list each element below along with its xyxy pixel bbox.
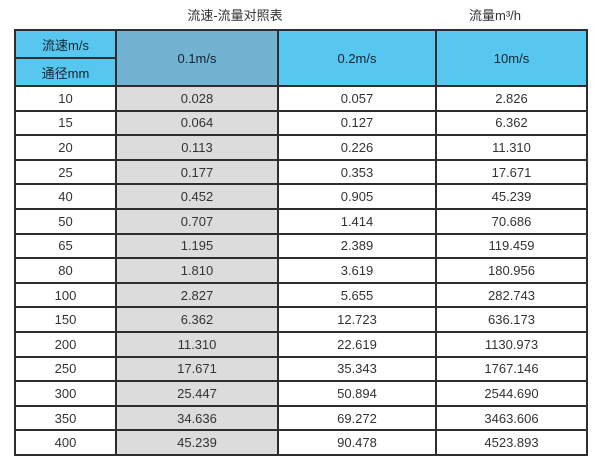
corner-diameter-label: 通径mm (14, 57, 117, 87)
flow-value-cell: 180.956 (435, 257, 588, 284)
table-row: 350 34.636 69.272 3463.606 (14, 404, 588, 432)
table-row: 20 0.113 0.226 11.310 (14, 134, 588, 161)
table-row: 50 0.707 1.414 70.686 (14, 207, 588, 235)
column-header-0_2ms: 0.2m/s (277, 29, 437, 87)
flow-value-cell: 5.655 (277, 281, 437, 309)
flow-value-cell: 11.310 (115, 330, 279, 358)
table-row: 250 17.671 35.343 1767.146 (14, 355, 588, 383)
flow-value-cell: 69.272 (277, 404, 437, 432)
flow-value-cell: 282.743 (435, 281, 588, 309)
table-row: 80 1.810 3.619 180.956 (14, 257, 588, 284)
diameter-cell: 200 (14, 330, 117, 358)
diameter-cell: 15 (14, 109, 117, 137)
flow-value-cell: 70.686 (435, 207, 588, 235)
diameter-cell: 150 (14, 306, 117, 333)
header-row-top: 流速m/s 0.1m/s 0.2m/s 10m/s (14, 29, 588, 87)
flow-value-cell: 12.723 (277, 306, 437, 333)
corner-velocity-label: 流速m/s (14, 29, 117, 59)
flow-value-cell: 0.707 (115, 207, 279, 235)
flow-value-cell: 90.478 (277, 429, 437, 456)
diameter-cell: 50 (14, 207, 117, 235)
flow-value-cell: 6.362 (435, 109, 588, 137)
flow-value-cell: 2544.690 (435, 380, 588, 407)
flow-value-cell: 0.127 (277, 109, 437, 137)
flow-value-cell: 1767.146 (435, 355, 588, 383)
flow-value-cell: 0.226 (277, 134, 437, 161)
flow-value-cell: 17.671 (115, 355, 279, 383)
flow-value-cell: 25.447 (115, 380, 279, 407)
flow-value-cell: 11.310 (435, 134, 588, 161)
column-header-10ms: 10m/s (435, 29, 588, 87)
flow-value-cell: 50.894 (277, 380, 437, 407)
flow-value-cell: 34.636 (115, 404, 279, 432)
flow-value-cell: 2.826 (435, 85, 588, 112)
diameter-cell: 350 (14, 404, 117, 432)
flow-value-cell: 3.619 (277, 257, 437, 284)
diameter-cell: 25 (14, 158, 117, 186)
diameter-cell: 100 (14, 281, 117, 309)
flow-value-cell: 1.195 (115, 232, 279, 260)
flow-value-cell: 0.028 (115, 85, 279, 112)
diameter-cell: 400 (14, 429, 117, 456)
flow-value-cell: 2.389 (277, 232, 437, 260)
flow-value-cell: 1.414 (277, 207, 437, 235)
table-row: 40 0.452 0.905 45.239 (14, 183, 588, 210)
flow-value-cell: 1130.973 (435, 330, 588, 358)
table-row: 10 0.028 0.057 2.826 (14, 85, 588, 112)
diameter-cell: 65 (14, 232, 117, 260)
flow-rate-table: 流速m/s 0.1m/s 0.2m/s 10m/s 通径mm 10 0.028 0.… (14, 29, 588, 456)
diameter-cell: 40 (14, 183, 117, 210)
flow-value-cell: 0.177 (115, 158, 279, 186)
flow-value-cell: 17.671 (435, 158, 588, 186)
table-row: 100 2.827 5.655 282.743 (14, 281, 588, 309)
table-row: 150 6.362 12.723 636.173 (14, 306, 588, 333)
flow-value-cell: 0.057 (277, 85, 437, 112)
flow-value-cell: 119.459 (435, 232, 588, 260)
flow-unit-label: 流量m³/h (468, 8, 521, 23)
flow-value-cell: 4523.893 (435, 429, 588, 456)
table-row: 400 45.239 90.478 4523.893 (14, 429, 588, 456)
flow-value-cell: 45.239 (435, 183, 588, 210)
table-row: 15 0.064 0.127 6.362 (14, 109, 588, 137)
diameter-cell: 80 (14, 257, 117, 284)
column-header-0_1ms: 0.1m/s (115, 29, 279, 87)
diameter-cell: 20 (14, 134, 117, 161)
flow-value-cell: 0.353 (277, 158, 437, 186)
diameter-cell: 300 (14, 380, 117, 407)
table-row: 25 0.177 0.353 17.671 (14, 158, 588, 186)
diameter-cell: 250 (14, 355, 117, 383)
table-row: 200 11.310 22.619 1130.973 (14, 330, 588, 358)
table-header: 流速m/s 0.1m/s 0.2m/s 10m/s 通径mm (14, 29, 588, 87)
flow-value-cell: 636.173 (435, 306, 588, 333)
flow-value-cell: 6.362 (115, 306, 279, 333)
flow-value-cell: 45.239 (115, 429, 279, 456)
flow-value-cell: 35.343 (277, 355, 437, 383)
table-row: 300 25.447 50.894 2544.690 (14, 380, 588, 407)
table-body: 10 0.028 0.057 2.826 15 0.064 0.127 6.362 20 0.11… (14, 85, 588, 456)
flow-value-cell: 0.905 (277, 183, 437, 210)
flow-value-cell: 22.619 (277, 330, 437, 358)
table-row: 65 1.195 2.389 119.459 (14, 232, 588, 260)
table-title: 流速-流量对照表 (187, 8, 283, 23)
flow-value-cell: 2.827 (115, 281, 279, 309)
diameter-cell: 10 (14, 85, 117, 112)
flow-value-cell: 1.810 (115, 257, 279, 284)
header-row-bottom: 通径mm (14, 57, 587, 87)
flow-value-cell: 3463.606 (435, 404, 588, 432)
flow-value-cell: 0.452 (115, 183, 279, 210)
flow-value-cell: 0.064 (115, 109, 279, 137)
flow-value-cell: 0.113 (115, 134, 279, 161)
